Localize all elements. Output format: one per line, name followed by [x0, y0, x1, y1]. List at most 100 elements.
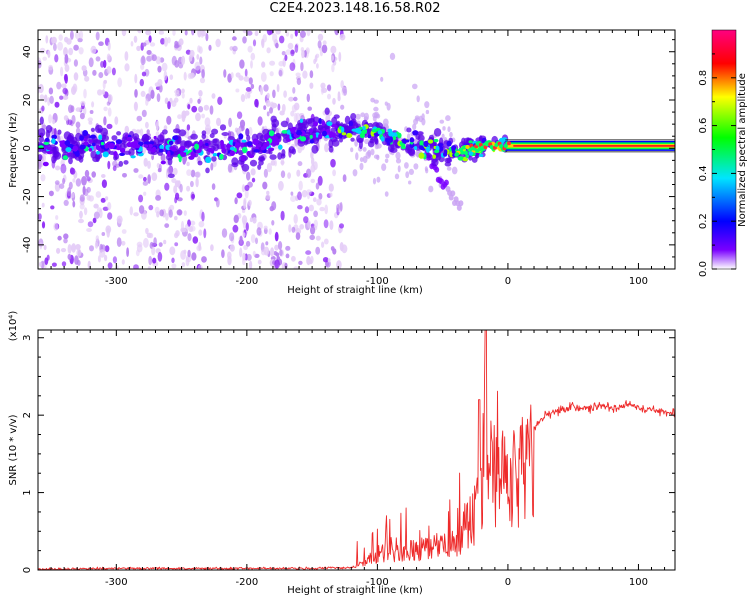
- ridge-blob: [113, 151, 118, 157]
- noise-blob: [293, 214, 298, 224]
- ridge-halo: [356, 137, 364, 144]
- noise-blob: [42, 56, 47, 61]
- noise-blob: [316, 198, 322, 206]
- ridge-blob: [193, 153, 197, 158]
- noise-blob: [41, 202, 45, 208]
- noise-blob: [186, 169, 192, 177]
- noise-blob: [310, 255, 314, 264]
- noise-blob: [143, 237, 149, 248]
- noise-blob: [124, 51, 129, 61]
- colorbar-tick-label: 0.4: [698, 165, 709, 181]
- noise-blob: [163, 37, 168, 47]
- noise-blob: [315, 182, 320, 190]
- ridge-blob: [96, 150, 100, 155]
- ridge-blob: [44, 137, 50, 142]
- noise-blob: [285, 245, 291, 251]
- noise-blob: [317, 33, 324, 41]
- noise-blob: [186, 124, 191, 131]
- ridge-blob: [434, 149, 440, 154]
- noise-blob: [174, 180, 181, 188]
- ridge-blob: [79, 144, 86, 150]
- noise-blob: [242, 30, 247, 34]
- noise-blob: [38, 213, 42, 221]
- y-tick-label: 40: [22, 45, 33, 58]
- noise-blob: [203, 228, 207, 239]
- colorbar: 0.0 0.2 0.4 0.6 0.8 Normalized spectral ampl…: [698, 29, 748, 277]
- ridge-blob: [148, 144, 153, 148]
- noise-blob: [376, 113, 381, 119]
- noise-blob: [249, 217, 253, 223]
- ridge-blob: [130, 155, 136, 159]
- trailing-blob: [443, 179, 449, 186]
- ridge-blob: [309, 134, 313, 139]
- noise-blob: [385, 153, 390, 159]
- noise-blob: [43, 244, 47, 251]
- ridge-blob: [191, 143, 195, 147]
- noise-blob: [75, 244, 81, 250]
- noise-blob: [160, 153, 166, 162]
- noise-blob: [53, 222, 59, 231]
- noise-blob: [104, 245, 110, 253]
- colorbar-ticks: 0.0 0.2 0.4 0.6 0.8: [698, 53, 736, 277]
- noise-blob: [143, 176, 147, 182]
- noise-blob: [261, 61, 266, 68]
- noise-blob: [278, 241, 283, 250]
- noise-blob: [331, 55, 334, 61]
- noise-blob: [227, 251, 232, 260]
- ridge-blob: [148, 141, 155, 145]
- ridge-blob: [418, 145, 424, 150]
- noise-blob: [269, 60, 276, 66]
- ridge-halo: [211, 128, 219, 135]
- noise-blob: [232, 36, 237, 41]
- noise-blob: [148, 232, 154, 239]
- ridge-blob: [241, 155, 246, 160]
- noise-blob: [274, 259, 280, 269]
- noise-blob: [283, 90, 287, 98]
- noise-blob: [39, 94, 45, 100]
- noise-blob: [38, 60, 42, 69]
- noise-blob: [50, 205, 55, 210]
- noise-blob: [290, 33, 294, 39]
- noise-blob: [255, 99, 259, 108]
- noise-blob: [72, 178, 76, 183]
- noise-blob: [63, 115, 69, 121]
- noise-blob: [326, 84, 332, 91]
- ridge-blob: [268, 130, 275, 137]
- noise-blob: [394, 173, 400, 180]
- noise-blob: [249, 260, 253, 269]
- noise-blob: [94, 241, 99, 249]
- noise-blob: [291, 104, 297, 113]
- noise-blob: [370, 148, 375, 156]
- noise-blob: [83, 88, 87, 99]
- noise-blob: [311, 157, 315, 166]
- noise-blob: [332, 97, 336, 105]
- x-tick-label: -200: [236, 276, 259, 287]
- noise-blob: [101, 89, 106, 96]
- noise-blob: [156, 93, 161, 103]
- noise-blob: [148, 35, 152, 43]
- noise-blob: [83, 207, 88, 216]
- ridge-halo: [299, 123, 306, 131]
- ridge-halo: [339, 137, 343, 143]
- noise-blob: [167, 166, 174, 175]
- noise-blob: [100, 197, 106, 203]
- noise-blob: [56, 81, 62, 90]
- noise-blob: [239, 235, 243, 245]
- ridge-blob: [387, 128, 393, 133]
- ridge-halo: [350, 113, 357, 120]
- ridge-blob: [313, 121, 318, 127]
- noise-blob: [250, 234, 256, 244]
- noise-blob: [310, 178, 316, 184]
- noise-blob: [306, 255, 311, 266]
- ridge-blob: [253, 149, 260, 153]
- noise-blob: [308, 204, 314, 212]
- ridge-halo: [256, 132, 264, 140]
- noise-blob: [241, 215, 248, 225]
- noise-blob: [364, 112, 369, 121]
- noise-blob: [88, 57, 94, 68]
- noise-blob: [67, 119, 73, 126]
- ridge-blob: [188, 155, 195, 160]
- noise-blob: [362, 147, 367, 152]
- noise-blob: [38, 83, 44, 94]
- noise-blob: [268, 228, 272, 235]
